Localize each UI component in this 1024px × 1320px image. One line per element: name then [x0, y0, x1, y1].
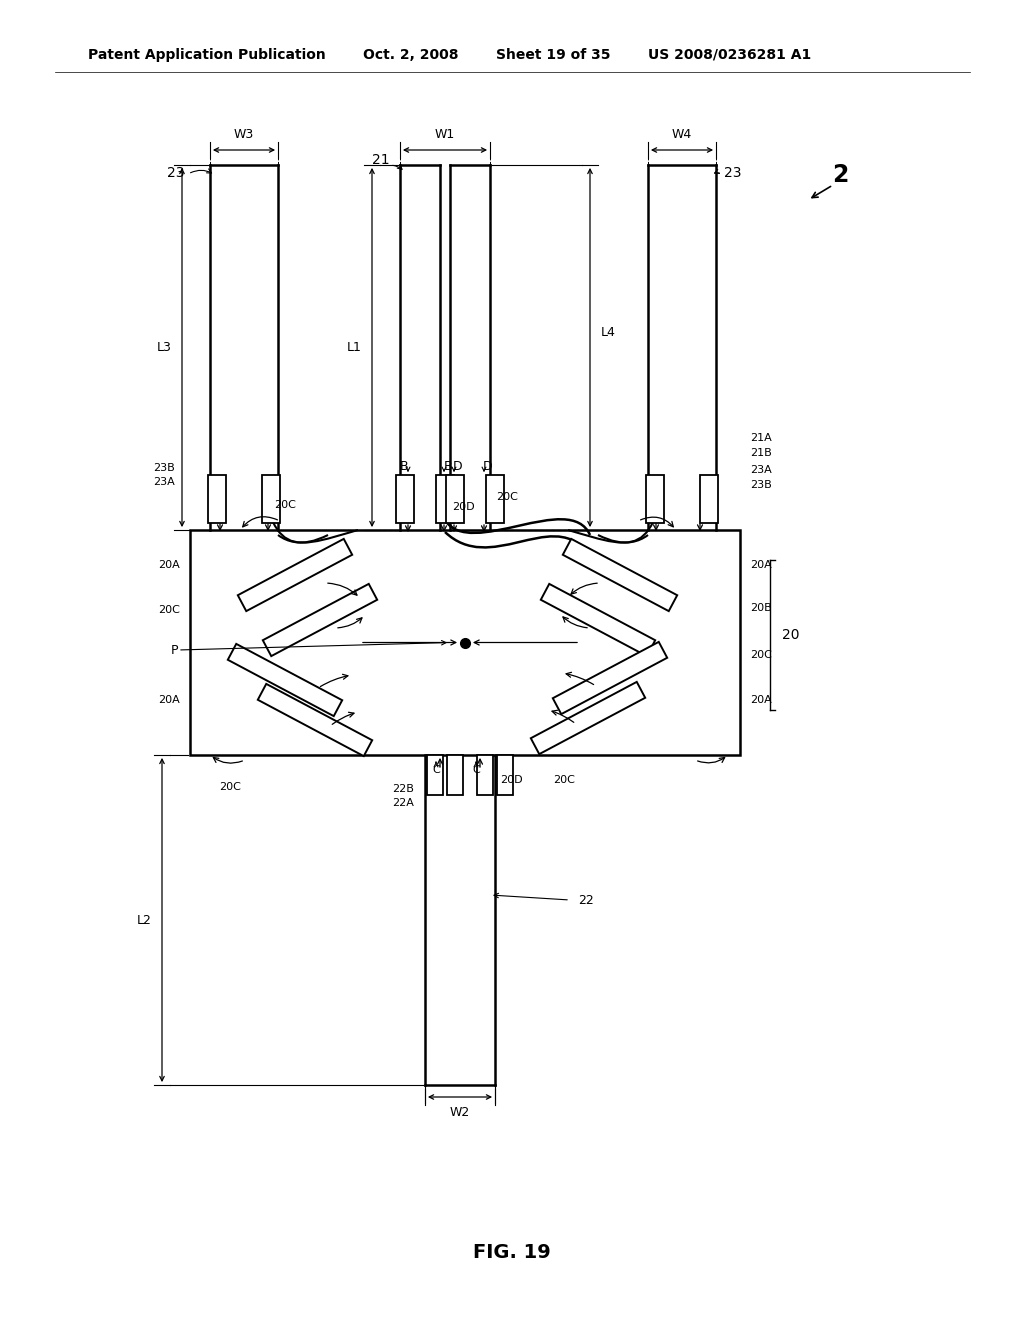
- Polygon shape: [208, 475, 226, 523]
- Text: 22: 22: [578, 894, 594, 907]
- Text: 20D: 20D: [452, 502, 475, 512]
- Text: C: C: [432, 766, 440, 775]
- Text: 21A: 21A: [750, 433, 772, 444]
- Polygon shape: [263, 583, 377, 656]
- Polygon shape: [486, 475, 504, 523]
- Text: 23: 23: [168, 166, 185, 180]
- Text: P: P: [171, 644, 178, 656]
- Text: 20C: 20C: [274, 500, 296, 510]
- Polygon shape: [541, 583, 655, 656]
- Polygon shape: [227, 644, 342, 717]
- Text: L2: L2: [136, 913, 152, 927]
- Text: FIG. 19: FIG. 19: [473, 1242, 551, 1262]
- Text: 20B: 20B: [750, 603, 772, 612]
- Text: L4: L4: [600, 326, 615, 339]
- Text: 23A: 23A: [750, 465, 772, 475]
- Polygon shape: [563, 539, 677, 611]
- Polygon shape: [477, 755, 493, 795]
- Text: 20A: 20A: [750, 696, 772, 705]
- Polygon shape: [396, 475, 414, 523]
- Polygon shape: [238, 539, 352, 611]
- Text: 21: 21: [373, 153, 390, 168]
- Text: W3: W3: [233, 128, 254, 140]
- Polygon shape: [497, 755, 513, 795]
- Text: 20C: 20C: [158, 605, 180, 615]
- Polygon shape: [700, 475, 718, 523]
- Text: L3: L3: [157, 341, 171, 354]
- Text: W2: W2: [450, 1106, 470, 1119]
- Text: Oct. 2, 2008: Oct. 2, 2008: [362, 48, 459, 62]
- Polygon shape: [262, 475, 280, 523]
- Text: Patent Application Publication: Patent Application Publication: [88, 48, 326, 62]
- Text: US 2008/0236281 A1: US 2008/0236281 A1: [648, 48, 811, 62]
- Text: L1: L1: [346, 341, 361, 354]
- Text: 23B: 23B: [154, 463, 175, 473]
- Text: 20A: 20A: [750, 560, 772, 570]
- Text: 23: 23: [724, 166, 741, 180]
- Text: 20A: 20A: [159, 696, 180, 705]
- Text: C: C: [472, 766, 480, 775]
- Text: B: B: [443, 461, 453, 474]
- Text: 23A: 23A: [154, 477, 175, 487]
- Polygon shape: [447, 755, 463, 795]
- Text: 22B: 22B: [392, 784, 414, 795]
- Text: 20C: 20C: [496, 492, 518, 502]
- Polygon shape: [553, 642, 668, 714]
- Polygon shape: [427, 755, 443, 795]
- Text: D: D: [454, 461, 463, 474]
- Polygon shape: [446, 475, 464, 523]
- Text: W4: W4: [672, 128, 692, 140]
- Polygon shape: [436, 475, 454, 523]
- Text: 23B: 23B: [750, 480, 772, 490]
- Text: 20C: 20C: [219, 781, 241, 792]
- Text: Sheet 19 of 35: Sheet 19 of 35: [496, 48, 610, 62]
- Text: B: B: [399, 461, 409, 474]
- Text: 20D: 20D: [500, 775, 522, 785]
- Polygon shape: [530, 682, 645, 754]
- Text: 20C: 20C: [553, 775, 574, 785]
- Text: 22A: 22A: [392, 799, 414, 808]
- Text: 20: 20: [782, 628, 800, 642]
- Text: 20C: 20C: [750, 649, 772, 660]
- Text: 2: 2: [831, 162, 848, 187]
- Text: W1: W1: [435, 128, 455, 140]
- Text: D: D: [483, 461, 493, 474]
- Polygon shape: [258, 684, 372, 756]
- Text: 21B: 21B: [750, 447, 772, 458]
- Polygon shape: [646, 475, 664, 523]
- Text: 20A: 20A: [159, 560, 180, 570]
